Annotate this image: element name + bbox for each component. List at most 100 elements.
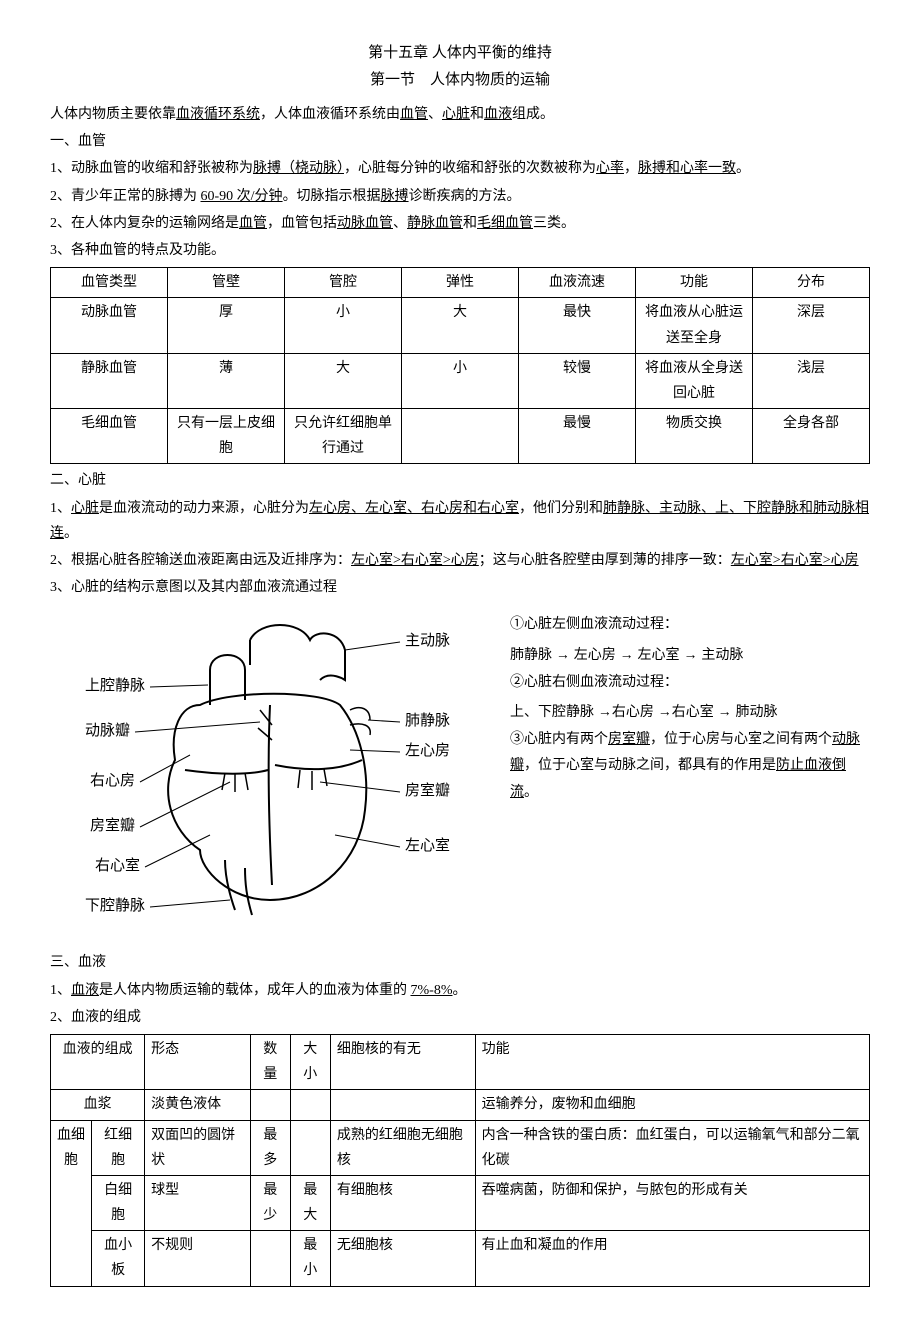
underline: 脉搏（桡动脉） [253, 161, 344, 176]
text: ，位于心室与动脉之间，都具有的作用是 [524, 758, 776, 773]
underline: 房室瓣 [608, 732, 650, 747]
td: 物质交换 [636, 409, 753, 464]
table-row: 白细胞 球型 最少 最大 有细胞核 吞噬病菌，防御和保护，与脓包的形成有关 [51, 1175, 870, 1230]
body-line: 2、血液的组成 [50, 1005, 870, 1030]
td: 成熟的红细胞无细胞核 [330, 1120, 475, 1175]
intro-line: 人体内物质主要依靠血液循环系统，人体血液循环系统由血管、心脏和血液组成。 [50, 102, 870, 127]
td [402, 409, 519, 464]
td-group: 血细胞 [51, 1120, 92, 1286]
td: 白细胞 [92, 1175, 145, 1230]
td [250, 1231, 290, 1286]
text: ， [624, 161, 638, 176]
vessel-table: 血管类型 管壁 管腔 弹性 血液流速 功能 分布 动脉血管 厚 小 大 最快 将… [50, 267, 870, 464]
text: 和 [463, 216, 477, 231]
section-heading: 三、血液 [50, 950, 870, 975]
text: ；这与心脏各腔壁由厚到薄的排序一致： [479, 553, 731, 568]
td: 双面凹的圆饼状 [145, 1120, 251, 1175]
text: ，位于心房与心室之间有两个 [650, 732, 832, 747]
td [290, 1120, 330, 1175]
td: 最快 [519, 298, 636, 353]
td: 淡黄色液体 [145, 1090, 251, 1120]
th: 功能 [475, 1034, 869, 1089]
body-line: 3、各种血管的特点及功能。 [50, 238, 870, 263]
td: 深层 [753, 298, 870, 353]
td: 只允许红细胞单行通过 [285, 409, 402, 464]
label-pv: 肺静脉 [405, 712, 450, 729]
underline: 静脉血管 [407, 216, 463, 231]
underline: 心率 [596, 161, 624, 176]
td: 浅层 [753, 353, 870, 408]
text: ，心脏每分钟的收缩和舒张的次数被称为 [344, 161, 596, 176]
td: 最少 [250, 1175, 290, 1230]
table-row: 动脉血管 厚 小 大 最快 将血液从心脏运送至全身 深层 [51, 298, 870, 353]
td: 内含一种含铁的蛋白质：血红蛋白，可以运输氧气和部分二氧化碳 [475, 1120, 869, 1175]
th: 管腔 [285, 268, 402, 298]
text: 。 [453, 983, 467, 998]
note-line: ③心脏内有两个房室瓣，位于心房与心室之间有两个动脉瓣，位于心室与动脉之间，都具有… [510, 727, 870, 807]
heart-figure-row: 主动脉 上腔静脉 动脉瓣 肺静脉 左心房 右心房 房室瓣 房室瓣 左心室 右心室… [50, 610, 870, 930]
table-row: 静脉血管 薄 大 小 较慢 将血液从全身送回心脏 浅层 [51, 353, 870, 408]
td: 血小板 [92, 1231, 145, 1286]
td: 大 [285, 353, 402, 408]
body-line: 1、动脉血管的收缩和舒张被称为脉搏（桡动脉），心脏每分钟的收缩和舒张的次数被称为… [50, 156, 870, 181]
body-line: 1、血液是人体内物质运输的载体，成年人的血液为体重的 7%-8%。 [50, 978, 870, 1003]
text: 2、根据心脏各腔输送血液距离由远及近排序为： [50, 553, 351, 568]
text: 。 [524, 785, 538, 800]
label-valve-a: 动脉瓣 [85, 722, 130, 739]
text: 1、 [50, 501, 71, 516]
label-la: 左心房 [405, 742, 450, 759]
td: 血浆 [51, 1090, 145, 1120]
underline: 血液循环系统 [176, 107, 260, 122]
text: 诊断疾病的方法。 [409, 189, 521, 204]
text: 三类。 [533, 216, 575, 231]
td: 小 [285, 298, 402, 353]
text: 。 [64, 526, 78, 541]
td: 最多 [250, 1120, 290, 1175]
th: 形态 [145, 1034, 251, 1089]
text: 和 [470, 107, 484, 122]
td: 较慢 [519, 353, 636, 408]
note-line: 肺静脉 → 左心房 → 左心室 → 主动脉 [510, 641, 870, 668]
underline: 左心房、左心室、右心房和右心室 [309, 501, 519, 516]
text: ，人体血液循环系统由 [260, 107, 400, 122]
underline: 左心室>右心室>心房 [731, 553, 859, 568]
table-row: 血细胞 红细胞 双面凹的圆饼状 最多 成熟的红细胞无细胞核 内含一种含铁的蛋白质… [51, 1120, 870, 1175]
td: 不规则 [145, 1231, 251, 1286]
th: 血管类型 [51, 268, 168, 298]
td: 厚 [168, 298, 285, 353]
td: 无细胞核 [330, 1231, 475, 1286]
td: 最慢 [519, 409, 636, 464]
text: 人体内物质主要依靠 [50, 107, 176, 122]
label-avv2: 房室瓣 [90, 817, 135, 834]
th: 功能 [636, 268, 753, 298]
th: 血液的组成 [51, 1034, 145, 1089]
underline: 60-90 次/分钟 [201, 189, 283, 204]
underline: 毛细血管 [477, 216, 533, 231]
underline: 血管 [239, 216, 267, 231]
chapter-title: 第十五章 人体内平衡的维持 [50, 40, 870, 67]
label-svc: 上腔静脉 [85, 677, 145, 694]
text: ，血管包括 [267, 216, 337, 231]
th: 细胞核的有无 [330, 1034, 475, 1089]
td: 毛细血管 [51, 409, 168, 464]
underline: 血管 [400, 107, 428, 122]
td: 将血液从心脏运送至全身 [636, 298, 753, 353]
table-header-row: 血液的组成 形态 数量 大小 细胞核的有无 功能 [51, 1034, 870, 1089]
label-avv: 房室瓣 [405, 782, 450, 799]
table-row: 毛细血管 只有一层上皮细胞 只允许红细胞单行通过 最慢 物质交换 全身各部 [51, 409, 870, 464]
td [250, 1090, 290, 1120]
underline: 血液 [71, 983, 99, 998]
td: 有细胞核 [330, 1175, 475, 1230]
th: 管壁 [168, 268, 285, 298]
underline: 7%-8% [411, 983, 453, 998]
td: 静脉血管 [51, 353, 168, 408]
text: 。 [736, 161, 750, 176]
underline: 血液 [484, 107, 512, 122]
td: 小 [402, 353, 519, 408]
blood-table: 血液的组成 形态 数量 大小 细胞核的有无 功能 血浆 淡黄色液体 运输养分，废… [50, 1034, 870, 1287]
text: 组成。 [512, 107, 554, 122]
td: 运输养分，废物和血细胞 [475, 1090, 869, 1120]
body-line: 1、心脏是血液流动的动力来源，心脏分为左心房、左心室、右心房和右心室，他们分别和… [50, 496, 870, 546]
td [330, 1090, 475, 1120]
td: 球型 [145, 1175, 251, 1230]
